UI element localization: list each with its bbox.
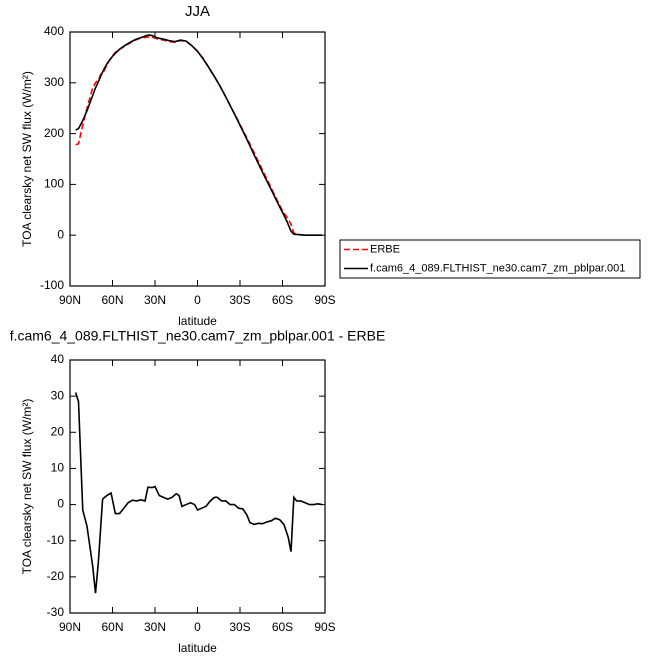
x-tick-label: 60S (272, 293, 293, 307)
y-tick-label: -10 (47, 533, 65, 547)
x-tick-label: 30N (144, 293, 166, 307)
legend-box (339, 239, 641, 279)
x-tick-label: 90S (314, 293, 335, 307)
x-tick-label: 0 (194, 293, 201, 307)
y-tick-label: -100 (40, 278, 64, 292)
y-tick-label: -20 (47, 569, 65, 583)
y-tick-label: -30 (47, 605, 65, 619)
y-tick-label: 300 (44, 75, 64, 89)
x-tick-label: 90S (314, 620, 335, 634)
data-line (75, 36, 323, 236)
x-tick-label: 90N (59, 620, 81, 634)
y-tick-label: 0 (57, 227, 64, 241)
x-tick-label: 0 (194, 620, 201, 634)
y-tick-label: 200 (44, 126, 64, 140)
legend-label: f.cam6_4_089.FLTHIST_ne30.cam7_zm_pblpar… (370, 262, 625, 274)
y-tick-label: 10 (51, 461, 65, 475)
plot-frame (69, 359, 326, 614)
x-tick-label: 60N (101, 620, 123, 634)
y-tick-label: 400 (44, 24, 64, 38)
legend-label: ERBE (370, 243, 400, 255)
y-tick-label: 20 (51, 424, 65, 438)
x-tick-label: 90N (59, 293, 81, 307)
x-axis-label: latitude (178, 641, 217, 655)
x-tick-label: 60S (272, 620, 293, 634)
data-line (75, 34, 323, 236)
y-tick-label: 40 (51, 352, 65, 366)
data-line (74, 392, 323, 594)
x-tick-label: 30S (229, 293, 250, 307)
y-tick-label: 30 (51, 388, 65, 402)
plot-frame (69, 31, 326, 287)
y-tick-label: 100 (44, 177, 64, 191)
chart-title: JJA (185, 3, 210, 20)
y-axis-label: TOA clearsky net SW flux (W/m²) (20, 71, 34, 247)
chart-title: f.cam6_4_089.FLTHIST_ne30.cam7_zm_pblpar… (10, 328, 386, 344)
y-axis-label: TOA clearsky net SW flux (W/m²) (20, 399, 34, 575)
x-tick-label: 30N (144, 620, 166, 634)
x-axis-label: latitude (178, 314, 217, 328)
y-tick-label: 0 (57, 497, 64, 511)
x-tick-label: 30S (229, 620, 250, 634)
x-tick-label: 60N (101, 293, 123, 307)
